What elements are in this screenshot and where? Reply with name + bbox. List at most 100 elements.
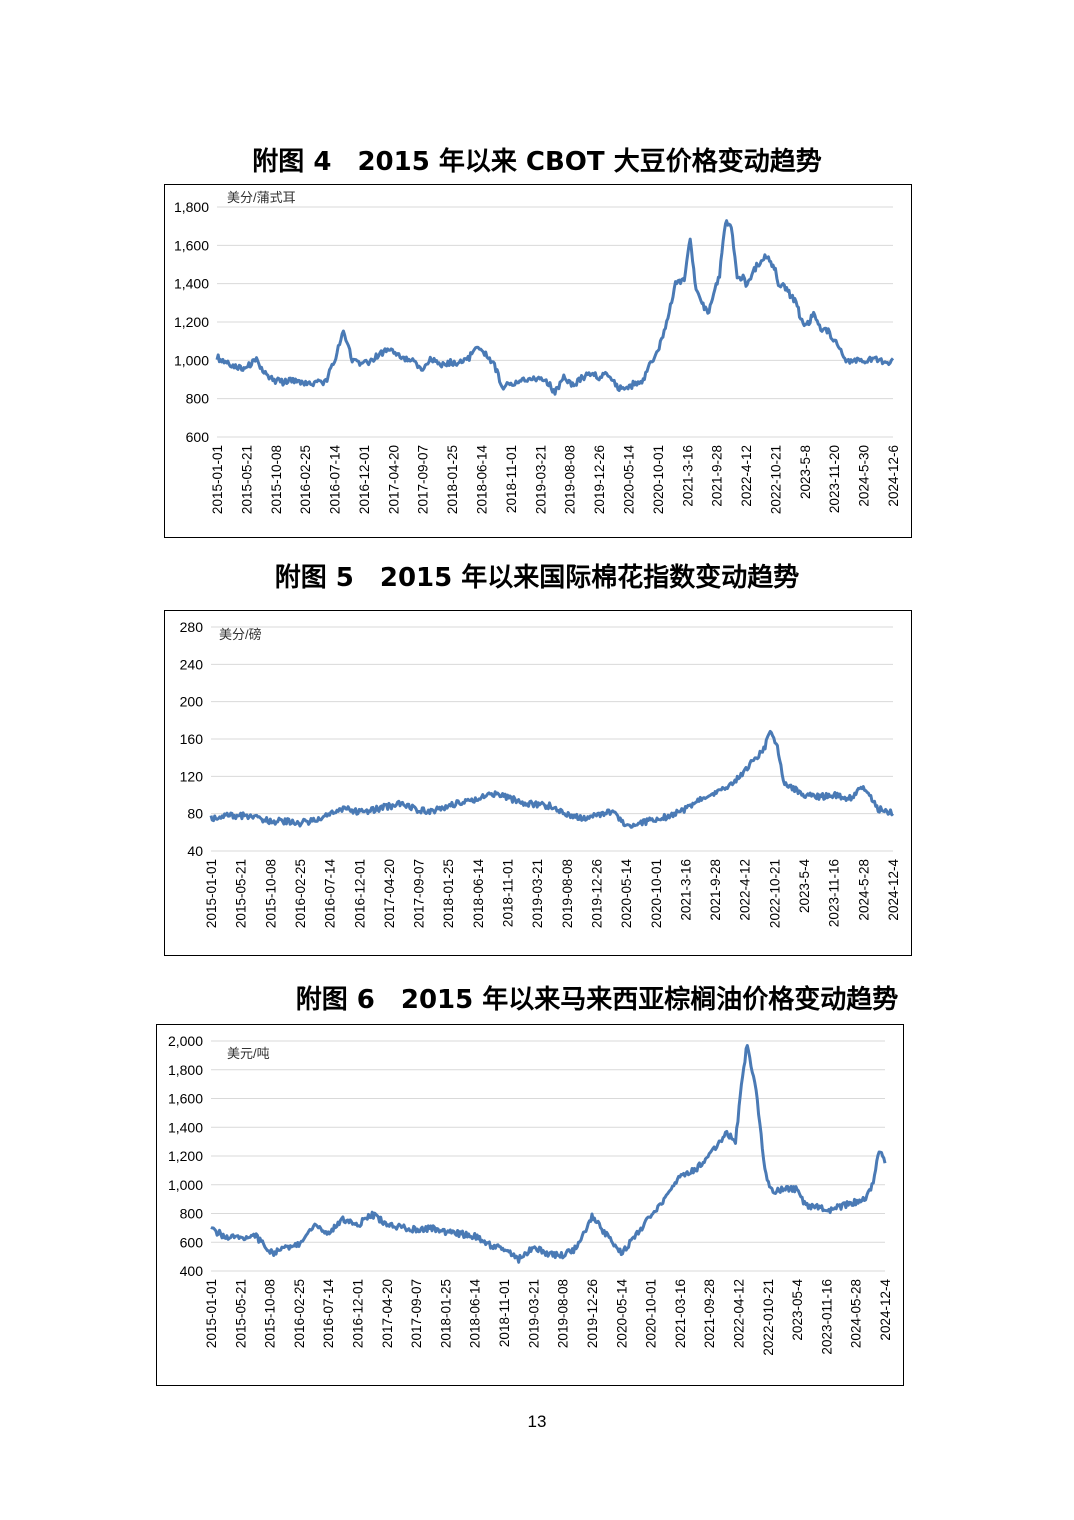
x-tick-label: 2015-10-08 <box>263 1279 278 1348</box>
x-tick-label: 2018-11-01 <box>504 445 519 513</box>
x-tick-label: 2024-05-28 <box>849 1279 864 1348</box>
x-tick-label: 2017-04-20 <box>380 1279 395 1348</box>
x-tick-label: 2018-11-01 <box>497 1279 512 1347</box>
x-tick-label: 2017-04-20 <box>382 859 397 928</box>
y-tick-label: 160 <box>180 731 204 747</box>
x-tick-label: 2019-12-26 <box>592 445 607 514</box>
x-tick-label: 2022-4-12 <box>739 445 754 507</box>
x-tick-label: 2022-10-21 <box>767 859 782 928</box>
series-line <box>215 219 895 396</box>
x-tick-label: 2024-12-4 <box>878 1279 893 1341</box>
x-tick-label: 2015-01-01 <box>204 859 219 928</box>
chart-soybean: 600 800 1,000 1,200 1,400 1,600 1,800 2015-01-0… <box>164 184 912 538</box>
x-tick-label: 2015-01-01 <box>204 1279 219 1348</box>
x-tick-label: 2019-03-21 <box>533 445 548 514</box>
y-tick-label: 800 <box>180 1206 204 1222</box>
y-tick-label: 1,000 <box>168 1177 203 1193</box>
x-tick-label: 2021-9-28 <box>708 859 723 921</box>
x-tick-label: 2021-3-16 <box>678 859 693 921</box>
x-tick-label: 2023-5-8 <box>798 445 813 499</box>
x-tick-label: 2019-03-21 <box>526 1279 541 1348</box>
x-tick-label: 2016-07-14 <box>321 1279 336 1349</box>
x-tick-label: 2020-10-01 <box>651 445 666 514</box>
x-tick-label: 2017-04-20 <box>386 445 401 514</box>
x-tick-label: 2022-010-21 <box>761 1279 776 1356</box>
y-tick-label: 1,800 <box>174 199 209 215</box>
x-tick-label: 2019-03-21 <box>530 859 545 928</box>
y-tick-label: 2,000 <box>168 1033 203 1049</box>
x-tick-label: 2016-02-25 <box>292 1279 307 1348</box>
x-tick-label: 2016-07-14 <box>323 859 338 929</box>
x-tick-label: 2020-05-14 <box>619 859 634 929</box>
x-tick-label: 2017-09-07 <box>409 1279 424 1348</box>
unit-label: 美元/吨 <box>227 1046 270 1061</box>
x-tick-label: 2015-05-21 <box>233 1279 248 1348</box>
x-tick-label: 2016-07-14 <box>328 445 343 515</box>
x-tick-label: 2018-01-25 <box>438 1279 453 1348</box>
x-tick-label: 2023-05-4 <box>790 1279 805 1341</box>
x-tick-label: 2016-02-25 <box>298 445 313 514</box>
chart-title-palm-oil: 附图 6 2015 年以来马来西亚棕榈油价格变动趋势 <box>295 985 899 1015</box>
x-tick-label: 2020-10-01 <box>644 1279 659 1348</box>
y-tick-label: 600 <box>186 429 210 445</box>
x-tick-label: 2019-12-26 <box>585 1279 600 1348</box>
x-tick-label: 2024-5-28 <box>856 859 871 921</box>
y-tick-label: 200 <box>180 694 204 710</box>
unit-label: 美分/磅 <box>219 627 262 642</box>
x-tick-label: 2023-11-16 <box>827 859 842 927</box>
y-tick-label: 800 <box>186 391 210 407</box>
y-tick-label: 1,600 <box>174 237 209 253</box>
x-tick-label: 2016-02-25 <box>293 859 308 928</box>
x-tick-label: 2016-12-01 <box>357 445 372 514</box>
x-tick-label: 2015-05-21 <box>239 445 254 514</box>
y-tick-label: 1,200 <box>168 1148 203 1164</box>
x-tick-label: 2019-08-08 <box>560 859 575 928</box>
x-tick-label: 2024-5-30 <box>857 445 872 507</box>
x-tick-label: 2017-09-07 <box>416 445 431 514</box>
x-tick-label: 2015-01-01 <box>210 445 225 514</box>
x-tick-label: 2015-05-21 <box>234 859 249 928</box>
x-tick-label: 2018-01-25 <box>445 445 460 514</box>
x-tick-label: 2018-01-25 <box>441 859 456 928</box>
chart-cotton-svg: 40 80 120 160 200 240 280 2015-01-01 2015-05-21 2… <box>180 619 901 929</box>
y-tick-label: 1,800 <box>168 1062 203 1078</box>
y-tick-label: 1,600 <box>168 1091 203 1107</box>
x-tick-label: 2015-10-08 <box>263 859 278 928</box>
x-tick-label: 2021-3-16 <box>680 445 695 507</box>
y-tick-label: 80 <box>187 806 203 822</box>
y-tick-label: 400 <box>180 1263 204 1279</box>
chart-palm-oil-svg: 400 600 800 1,000 1,200 1,400 1,600 1,800 2,000 2… <box>168 1033 893 1356</box>
series-line <box>210 1044 887 1264</box>
x-tick-label: 2019-08-08 <box>563 445 578 514</box>
unit-label: 美分/蒲式耳 <box>227 190 296 205</box>
y-tick-label: 1,400 <box>174 276 209 292</box>
x-tick-label: 2020-05-14 <box>614 1279 629 1349</box>
y-tick-label: 240 <box>180 656 204 672</box>
x-tick-label: 2016-12-01 <box>351 1279 366 1348</box>
chart-title-soybean: 附图 4 2015 年以来 CBOT 大豆价格变动趋势 <box>252 147 822 177</box>
page-number: 13 <box>527 1412 547 1431</box>
series-line <box>209 729 895 829</box>
x-tick-label: 2024-12-6 <box>886 445 901 507</box>
y-tick-label: 1,200 <box>174 314 209 330</box>
x-tick-label: 2021-09-28 <box>702 1279 717 1348</box>
y-tick-label: 120 <box>180 768 204 784</box>
x-tick-label: 2018-06-14 <box>468 1279 483 1349</box>
x-tick-label: 2022-10-21 <box>768 445 783 514</box>
chart-soybean-svg: 600 800 1,000 1,200 1,400 1,600 1,800 2015-01-0… <box>174 190 901 515</box>
x-tick-label: 2018-06-14 <box>475 445 490 515</box>
x-tick-label: 2022-4-12 <box>738 859 753 921</box>
x-tick-label: 2015-10-08 <box>269 445 284 514</box>
chart-title-cotton: 附图 5 2015 年以来国际棉花指数变动趋势 <box>274 563 800 593</box>
y-tick-label: 280 <box>180 619 204 635</box>
x-tick-label: 2022-04-12 <box>731 1279 746 1348</box>
x-tick-label: 2023-011-16 <box>819 1279 834 1355</box>
x-tick-label: 2018-11-01 <box>501 859 516 927</box>
chart-cotton: 40 80 120 160 200 240 280 2015-01-01 2015-05-21 2… <box>164 610 912 956</box>
chart-palm-oil: 400 600 800 1,000 1,200 1,400 1,600 1,800 2,000 2… <box>156 1024 904 1386</box>
x-tick-label: 2020-05-14 <box>621 445 636 515</box>
x-tick-label: 2021-9-28 <box>710 445 725 507</box>
x-tick-label: 2021-03-16 <box>673 1279 688 1348</box>
x-tick-label: 2024-12-4 <box>886 859 901 921</box>
y-tick-label: 40 <box>187 843 203 859</box>
